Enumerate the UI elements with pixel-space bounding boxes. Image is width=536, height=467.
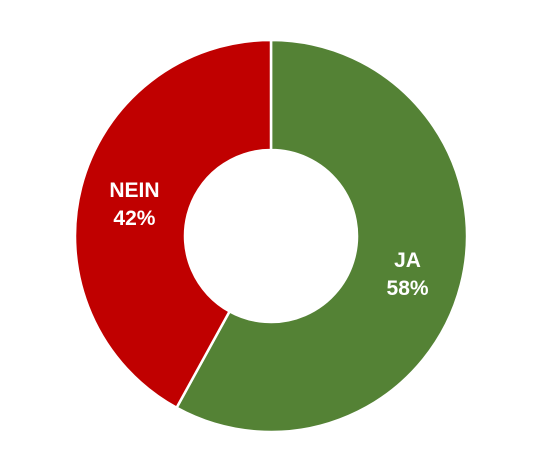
donut-slices xyxy=(73,38,469,434)
slice-label-ja: JA 58% xyxy=(387,249,429,300)
slice-category-label: JA xyxy=(394,249,421,272)
slice-value-label: 42% xyxy=(113,207,155,230)
slice-ja xyxy=(174,38,469,434)
slice-nein xyxy=(73,38,273,410)
slice-category-label: NEIN xyxy=(109,179,159,202)
donut-labels: JA 58% NEIN 42% xyxy=(109,179,429,300)
slice-label-nein: NEIN 42% xyxy=(109,179,159,230)
slice-value-label: 58% xyxy=(387,277,429,300)
